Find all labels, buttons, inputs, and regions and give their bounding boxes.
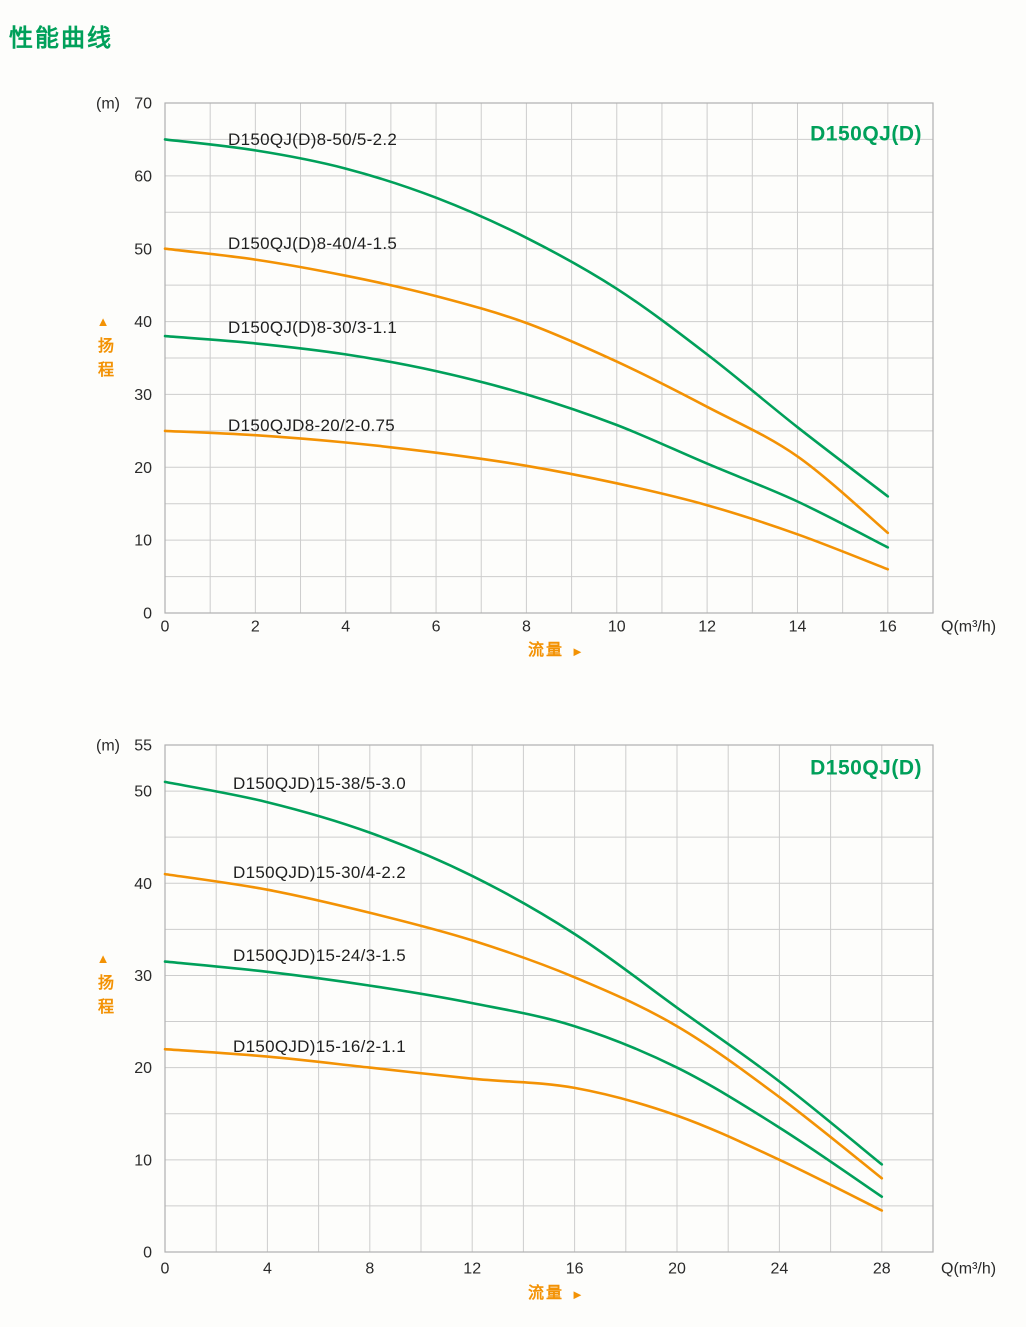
y-tick-label: 20 bbox=[134, 1060, 152, 1077]
x-tick-label: 2 bbox=[251, 619, 260, 636]
y-tick-label: 30 bbox=[134, 968, 152, 985]
y-axis-name-text: 扬程 bbox=[95, 337, 112, 385]
y-tick-label: 50 bbox=[134, 241, 152, 258]
x-axis-name-chart-1: 流量 ► bbox=[528, 643, 584, 659]
y-tick-label: 20 bbox=[134, 460, 152, 477]
y-tick-label: 10 bbox=[134, 533, 152, 550]
pump-performance-chart-1: D150QJ(D)8-50/5-2.2 D150QJ(D)8-40/4-1.5 D1… bbox=[96, 96, 996, 636]
x-tick-label: 16 bbox=[566, 1261, 584, 1278]
y-tick-label: 50 bbox=[134, 784, 152, 801]
x-tick-label: 0 bbox=[161, 619, 170, 636]
curve-label: D150QJD)15-24/3-1.5 bbox=[233, 946, 406, 965]
y-tick-label: 30 bbox=[134, 387, 152, 404]
y-axis-name-chart-1: ▲ 扬程 bbox=[90, 315, 116, 385]
up-triangle-icon: ▲ bbox=[96, 951, 110, 966]
y-axis-name-text: 扬程 bbox=[95, 974, 112, 1022]
page-title: 性能曲线 bbox=[9, 25, 113, 52]
curve-path bbox=[163, 247, 890, 535]
y-axis-name-chart-2: ▲ 扬程 bbox=[90, 952, 116, 1022]
curve-label: D150QJ(D)8-40/4-1.5 bbox=[228, 234, 397, 253]
y-tick-label: 40 bbox=[134, 314, 152, 331]
x-tick-label: 16 bbox=[879, 619, 897, 636]
y-tick-label: 60 bbox=[134, 168, 152, 185]
y-tick-label: 0 bbox=[143, 1245, 152, 1262]
x-axis-name-chart-2: 流量 ► bbox=[528, 1286, 584, 1302]
x-axis-name-text: 流量 bbox=[528, 642, 565, 659]
x-tick-label: 4 bbox=[263, 1261, 272, 1278]
x-unit-label: Q(m³/h) bbox=[941, 619, 996, 636]
model-label: D150QJ(D) bbox=[810, 122, 922, 145]
curve-label: D150QJD)15-16/2-1.1 bbox=[233, 1037, 406, 1056]
y-tick-label: 55 bbox=[134, 738, 152, 755]
curve-label: D150QJD)15-30/4-2.2 bbox=[233, 863, 406, 882]
x-tick-label: 4 bbox=[341, 619, 350, 636]
x-tick-label: 20 bbox=[668, 1261, 686, 1278]
x-tick-label: 8 bbox=[365, 1261, 374, 1278]
curve-label: D150QJD8-20/2-0.75 bbox=[228, 416, 395, 435]
y-tick-label: 40 bbox=[134, 876, 152, 893]
x-unit-label: Q(m³/h) bbox=[941, 1261, 996, 1278]
up-triangle-icon: ▲ bbox=[96, 314, 110, 329]
right-triangle-icon: ► bbox=[571, 1286, 584, 1302]
x-tick-label: 10 bbox=[608, 619, 626, 636]
curve-label: D150QJ(D)8-30/3-1.1 bbox=[228, 318, 397, 337]
curve-path bbox=[163, 138, 890, 498]
curve-path bbox=[163, 429, 890, 571]
x-tick-label: 12 bbox=[698, 619, 716, 636]
x-tick-label: 28 bbox=[873, 1261, 891, 1278]
plot-border bbox=[164, 744, 934, 1253]
x-axis-name-text: 流量 bbox=[528, 1285, 565, 1302]
model-label: D150QJ(D) bbox=[810, 756, 922, 779]
curve-path bbox=[163, 960, 884, 1198]
curve-label: D150QJ(D)8-50/5-2.2 bbox=[228, 130, 397, 149]
curve-label: D150QJD)15-38/5-3.0 bbox=[233, 774, 406, 793]
x-tick-label: 6 bbox=[432, 619, 441, 636]
y-tick-label: 70 bbox=[134, 96, 152, 113]
x-tick-label: 24 bbox=[771, 1261, 789, 1278]
curve-path bbox=[163, 872, 884, 1180]
y-unit-label: (m) bbox=[96, 96, 120, 113]
y-unit-label: (m) bbox=[96, 738, 120, 755]
pump-performance-chart-2: D150QJD)15-38/5-3.0 D150QJD)15-30/4-2.2 D1… bbox=[96, 738, 996, 1278]
right-triangle-icon: ► bbox=[571, 643, 584, 659]
y-tick-label: 0 bbox=[143, 606, 152, 623]
y-tick-label: 10 bbox=[134, 1152, 152, 1169]
curve-path bbox=[163, 1047, 884, 1212]
x-tick-label: 0 bbox=[161, 1261, 170, 1278]
x-tick-label: 8 bbox=[522, 619, 531, 636]
plot-border bbox=[164, 102, 934, 614]
curve-path bbox=[163, 334, 890, 549]
x-tick-label: 14 bbox=[789, 619, 807, 636]
curve-path bbox=[163, 780, 884, 1166]
x-tick-label: 12 bbox=[463, 1261, 481, 1278]
